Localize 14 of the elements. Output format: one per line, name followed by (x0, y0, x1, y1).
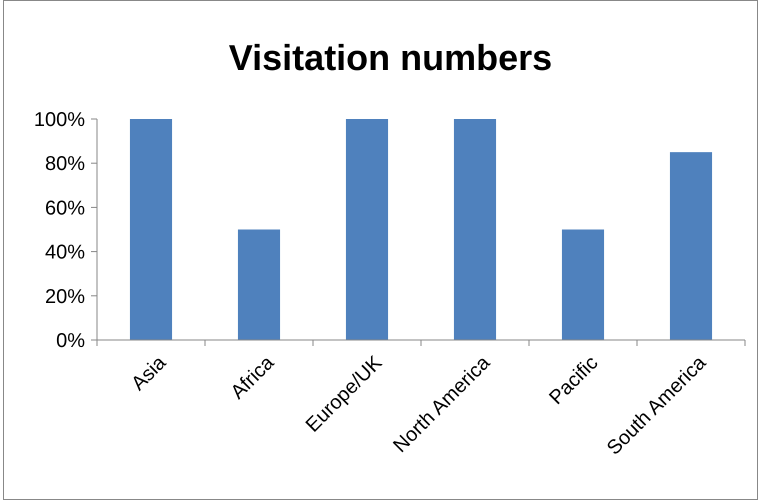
y-tick-label: 40% (44, 242, 86, 264)
y-tick-label: 60% (44, 197, 86, 220)
y-tick-label: 80% (44, 153, 86, 176)
bar (562, 230, 604, 340)
x-tick-label: Asia (127, 351, 172, 395)
bar (346, 119, 388, 340)
y-tick-label: 0% (56, 330, 86, 352)
bar (670, 152, 712, 340)
chart-title: Visitation numbers (228, 37, 552, 78)
y-tick-label: 100% (34, 109, 86, 131)
y-tick-label: 20% (44, 286, 86, 308)
bar (454, 119, 496, 340)
bar (238, 230, 280, 340)
bar (130, 119, 172, 340)
